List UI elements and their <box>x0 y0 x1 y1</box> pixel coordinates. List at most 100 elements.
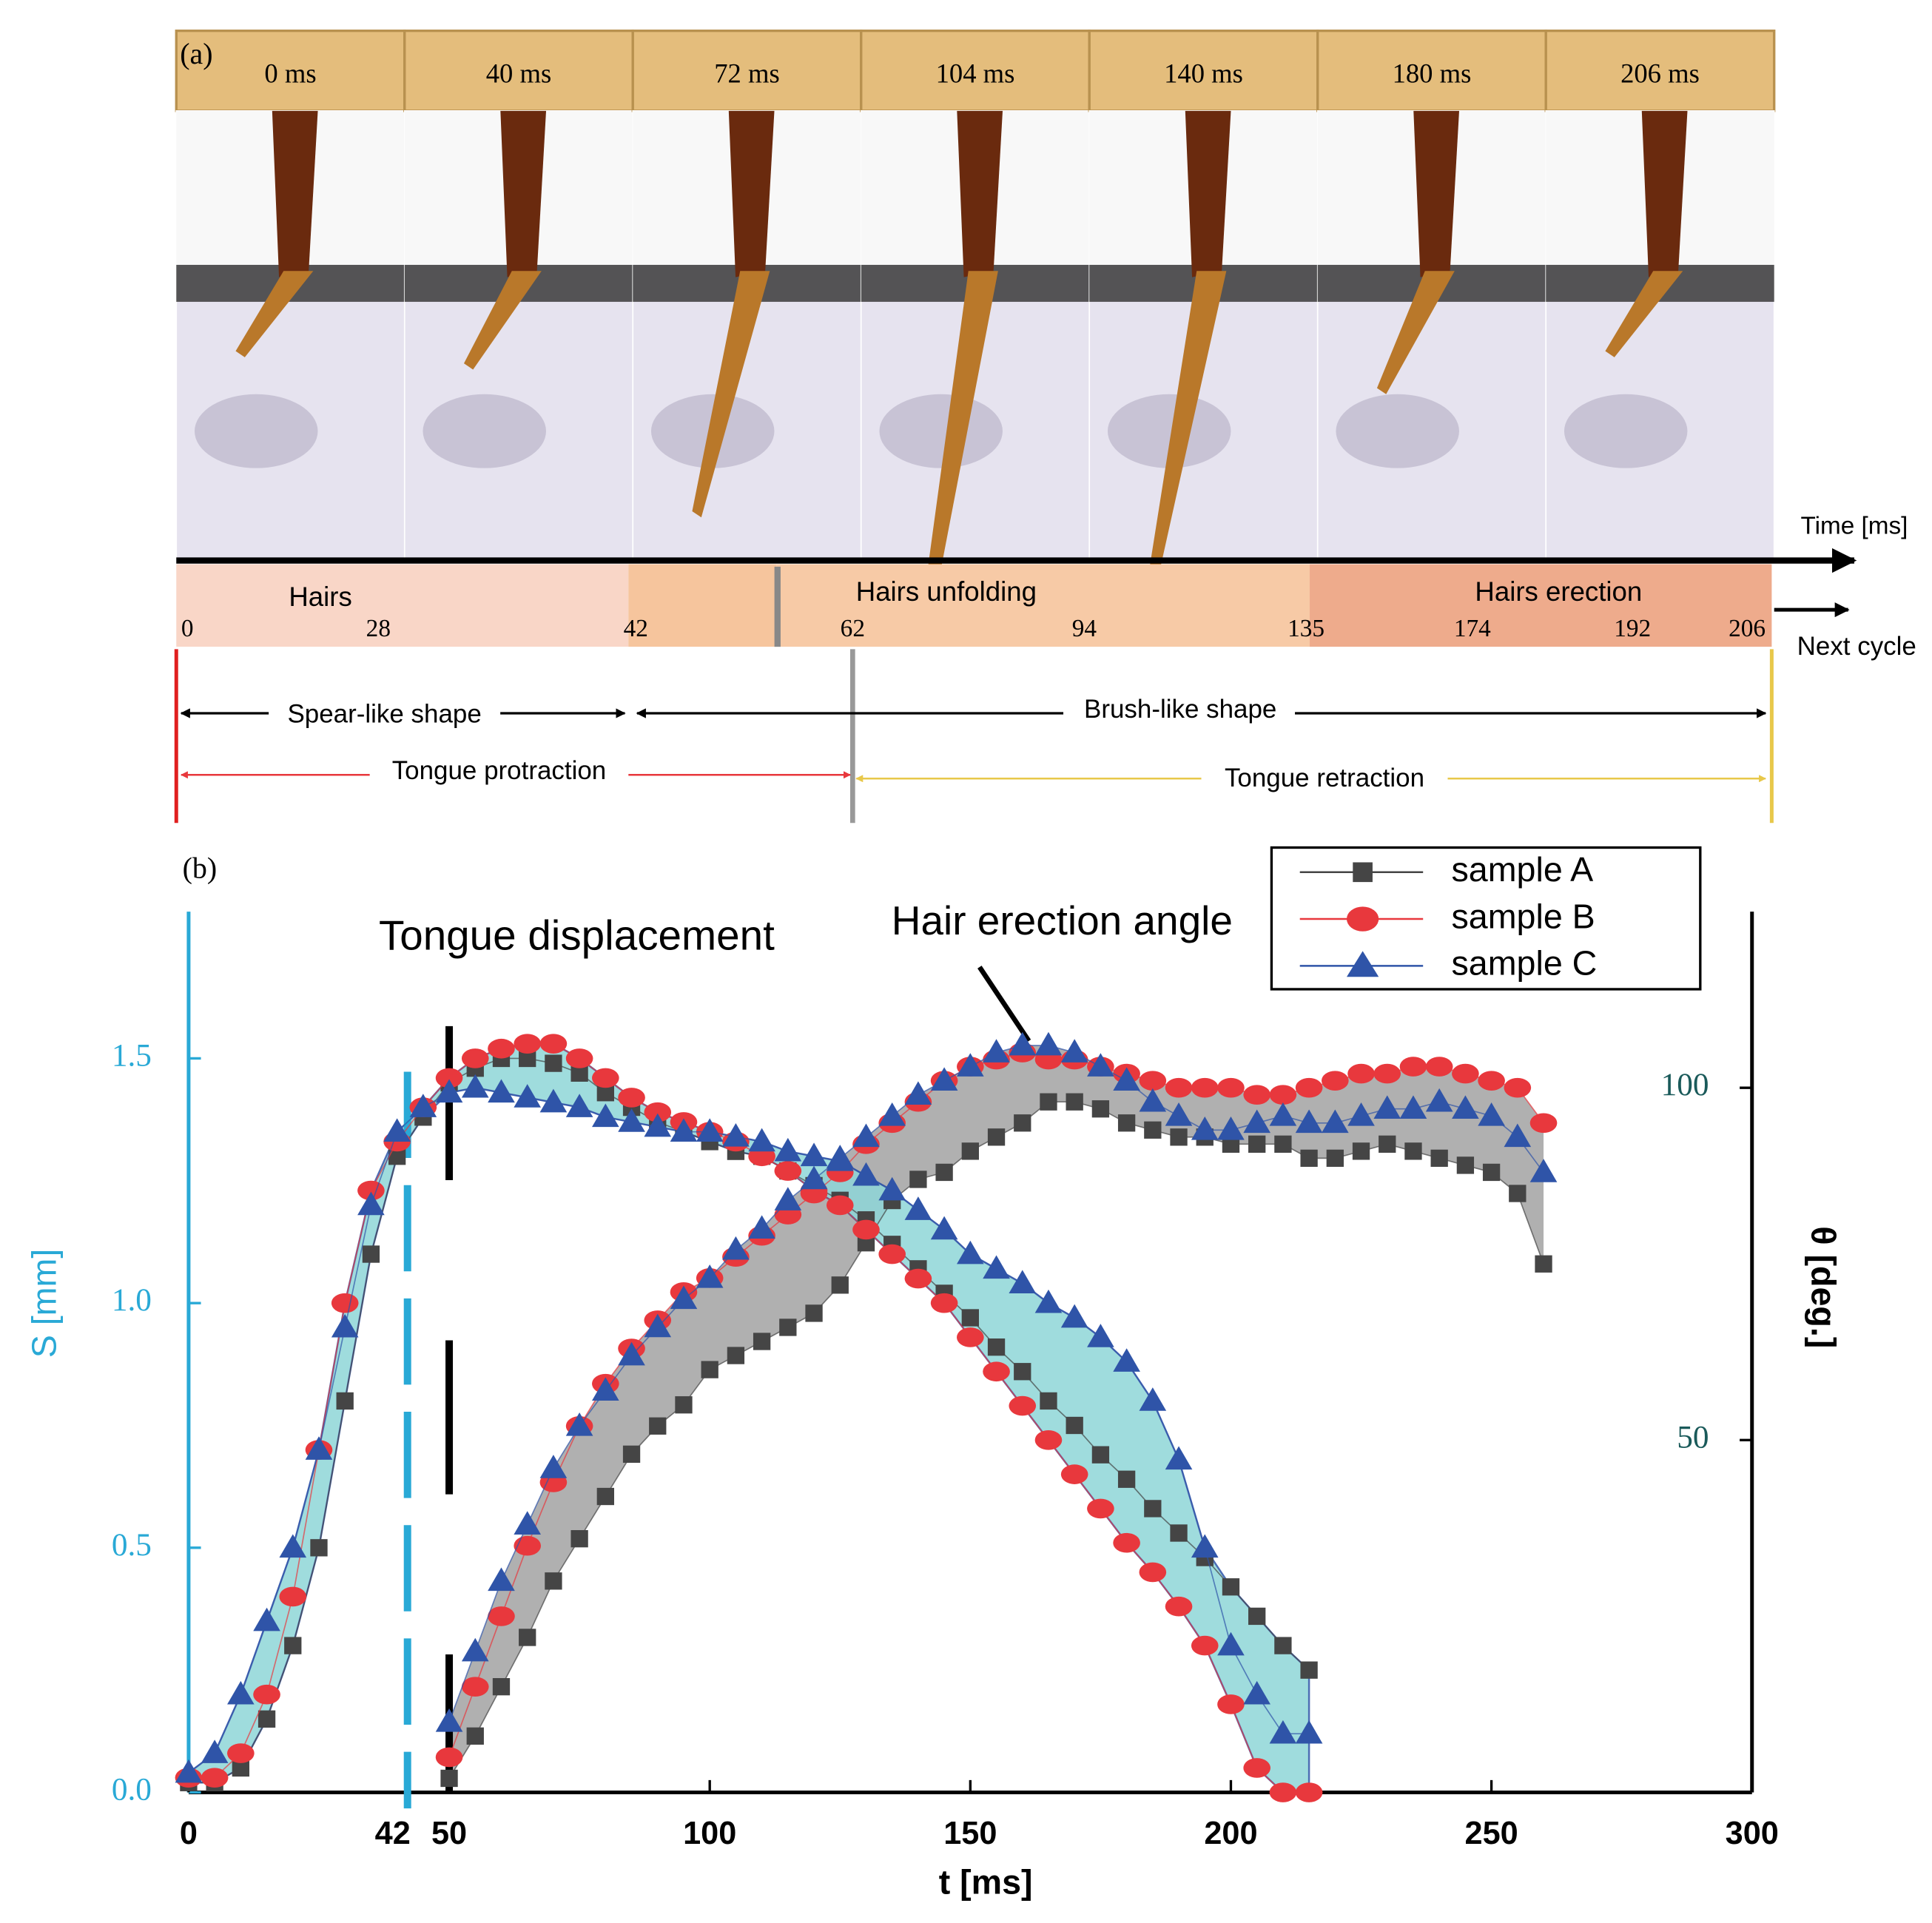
data-point <box>1399 1095 1427 1119</box>
timeline-segment <box>1310 564 1772 647</box>
data-point <box>1060 1464 1088 1484</box>
proboscis <box>728 110 775 277</box>
timeline-tick: 94 <box>1072 615 1097 642</box>
data-point <box>1243 1758 1270 1778</box>
legend-marker <box>1353 862 1373 883</box>
data-point <box>440 1769 458 1788</box>
data-point <box>1191 1635 1219 1656</box>
proboscis <box>1641 110 1688 277</box>
data-point <box>1529 1159 1558 1182</box>
frame-time: 0 ms <box>264 58 316 89</box>
data-point <box>957 1053 984 1077</box>
data-point <box>622 1445 641 1464</box>
data-point <box>800 1165 828 1190</box>
annotation: Tongue displacement <box>379 912 775 959</box>
data-point <box>957 1327 984 1347</box>
data-point <box>904 1081 932 1105</box>
data-point <box>983 1361 1010 1382</box>
data-point <box>961 1309 979 1327</box>
data-point <box>1217 1694 1245 1714</box>
data-point <box>1482 1163 1501 1182</box>
data-point <box>675 1396 693 1414</box>
data-point <box>1034 1430 1063 1450</box>
data-point <box>983 1255 1010 1279</box>
data-point <box>514 1084 542 1108</box>
x-tick-label: 250 <box>1465 1816 1518 1851</box>
data-point <box>1452 1095 1479 1119</box>
data-point <box>1248 1135 1266 1154</box>
data-point <box>1452 1063 1479 1084</box>
data-point <box>1060 1039 1088 1062</box>
frame-time: 104 ms <box>936 58 1015 89</box>
data-point <box>539 1034 568 1054</box>
data-point <box>1295 1720 1323 1744</box>
data-point <box>1504 1123 1532 1148</box>
data-point <box>279 1586 307 1607</box>
photo-shade <box>423 394 546 468</box>
data-point <box>435 1747 463 1768</box>
timeline-tick: 192 <box>1614 615 1651 642</box>
data-point <box>519 1629 536 1646</box>
data-point <box>701 1361 718 1378</box>
x-tick-label: 0 <box>180 1816 198 1851</box>
data-point <box>175 1759 203 1783</box>
timeline-tick: 135 <box>1288 615 1325 642</box>
data-point <box>388 1148 406 1165</box>
data-point <box>284 1637 302 1654</box>
data-point <box>1425 1057 1453 1077</box>
data-point <box>1091 1446 1110 1464</box>
data-point <box>878 1102 906 1126</box>
y-tick-label: 1.0 <box>112 1282 152 1318</box>
data-point <box>1217 1077 1245 1098</box>
phase-label: Hairs <box>289 582 351 612</box>
timeline-segment <box>628 564 777 647</box>
panel-a: 0 ms 40 ms 72 ms 104 ms 140 ms 180 ms 206 ms (a… <box>174 29 1916 824</box>
tongue <box>1376 271 1455 394</box>
data-point <box>1269 1782 1297 1802</box>
data-point <box>826 1145 854 1168</box>
data-point <box>909 1171 927 1188</box>
data-point <box>435 1079 463 1103</box>
data-point <box>1087 1324 1114 1347</box>
data-point <box>987 1128 1006 1146</box>
data-point <box>1243 1680 1270 1705</box>
frame-time: 206 ms <box>1620 58 1700 89</box>
data-point <box>1117 1470 1136 1488</box>
data-point <box>592 1377 619 1401</box>
data-point <box>1478 1102 1505 1126</box>
data-point <box>201 1740 229 1763</box>
data-point <box>696 1118 724 1142</box>
data-point <box>987 1338 1006 1356</box>
data-point <box>461 1637 489 1662</box>
data-point <box>1379 1135 1396 1154</box>
data-point <box>466 1727 484 1745</box>
data-point <box>878 1176 906 1201</box>
data-point <box>1504 1077 1532 1098</box>
data-point <box>1269 1720 1297 1744</box>
frame-time: 180 ms <box>1393 58 1472 89</box>
y-tick-label: 0.5 <box>112 1527 152 1563</box>
data-point <box>774 1187 802 1210</box>
data-point <box>201 1768 229 1788</box>
data-point <box>852 1123 880 1148</box>
data-point <box>1322 1109 1349 1134</box>
panel-b: (b) 0.0 0.5 1.0 1.5 50 100 0 42 50 100 150 200 250 300… <box>25 846 1843 1902</box>
data-point <box>545 1572 562 1590</box>
label-bg <box>1201 762 1448 795</box>
label-bg <box>269 697 501 730</box>
data-point <box>1113 1532 1140 1553</box>
data-point <box>1373 1095 1401 1119</box>
panel-label: (b) <box>183 851 218 884</box>
tongue <box>692 271 770 518</box>
data-point <box>570 1530 588 1548</box>
photo-shade <box>1336 394 1459 468</box>
photo-shade <box>879 394 1003 468</box>
timeline-segment <box>776 564 1310 647</box>
data-point <box>1404 1142 1422 1160</box>
y2-tick-label: 100 <box>1661 1067 1709 1102</box>
data-point <box>336 1392 354 1410</box>
data-point <box>649 1417 667 1435</box>
data-point <box>1373 1063 1401 1084</box>
x-tick-label: 50 <box>431 1816 467 1851</box>
